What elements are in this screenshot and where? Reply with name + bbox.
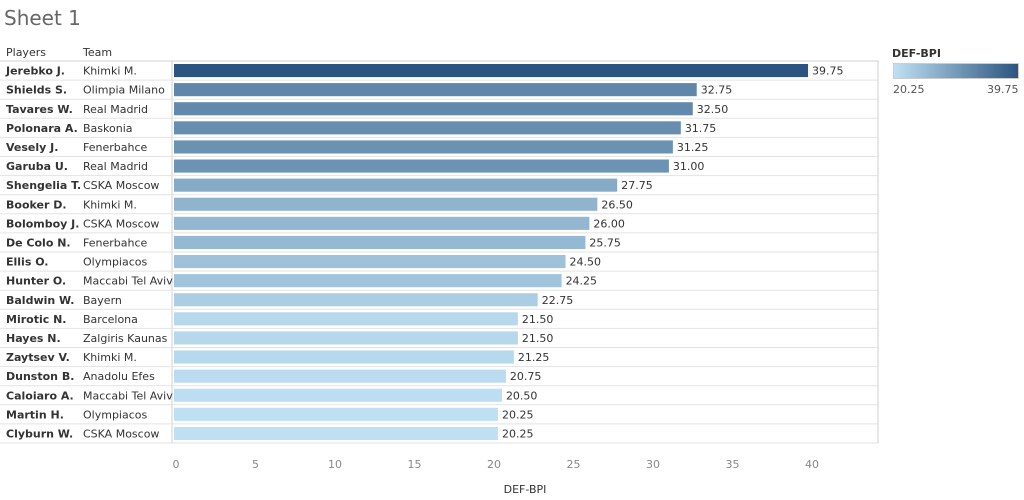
- player-name[interactable]: Mirotic N.: [6, 313, 66, 326]
- bar-value-label: 21.25: [518, 351, 550, 364]
- player-name[interactable]: Jerebko J.: [5, 65, 65, 78]
- team-name: Zalgiris Kaunas: [83, 332, 168, 345]
- bar-value-label: 20.25: [502, 427, 533, 440]
- player-name[interactable]: Martin H.: [6, 408, 64, 421]
- player-name[interactable]: Shields S.: [6, 84, 67, 97]
- x-tick-label: 40: [805, 458, 819, 471]
- bar[interactable]: [174, 121, 681, 135]
- bar-value-label: 25.75: [589, 236, 621, 249]
- bar-value-label: 31.25: [677, 141, 709, 154]
- bar-value-label: 24.25: [566, 275, 598, 288]
- x-tick-label: 0: [173, 458, 180, 471]
- team-name: Baskonia: [83, 122, 133, 135]
- bar[interactable]: [174, 369, 506, 383]
- team-name: CSKA Moscow: [83, 217, 159, 230]
- bar[interactable]: [174, 235, 586, 249]
- bar[interactable]: [174, 312, 518, 326]
- bar-value-label: 26.50: [601, 198, 633, 211]
- player-name[interactable]: Clyburn W.: [6, 427, 73, 440]
- player-name[interactable]: Bolomboy J.: [6, 217, 79, 230]
- player-name[interactable]: Vesely J.: [6, 141, 58, 154]
- players-column-header[interactable]: Players: [6, 46, 46, 59]
- team-name: Fenerbahce: [83, 236, 147, 249]
- bar-value-label: 20.75: [510, 370, 542, 383]
- legend-max-label: 39.75: [987, 83, 1019, 96]
- player-name[interactable]: Tavares W.: [6, 103, 73, 116]
- team-name: Khimki M.: [83, 198, 137, 211]
- team-name: Bayern: [83, 294, 122, 307]
- team-name: Olympiacos: [83, 256, 147, 269]
- legend-min-label: 20.25: [893, 83, 925, 96]
- bar[interactable]: [174, 426, 498, 440]
- x-tick-label: 5: [252, 458, 259, 471]
- player-name[interactable]: Booker D.: [6, 198, 67, 211]
- bar[interactable]: [174, 64, 809, 78]
- legend-title: DEF-BPI: [892, 47, 941, 60]
- bar-value-label: 22.75: [542, 294, 574, 307]
- team-name: CSKA Moscow: [83, 179, 159, 192]
- x-tick-label: 15: [408, 458, 422, 471]
- player-name[interactable]: Ellis O.: [6, 256, 49, 269]
- bar-value-label: 32.50: [697, 103, 729, 116]
- bar-value-label: 20.50: [506, 389, 538, 402]
- x-axis-title: DEF-BPI: [504, 483, 547, 496]
- bar-value-label: 26.00: [593, 217, 625, 230]
- team-name: Khimki M.: [83, 351, 137, 364]
- bar[interactable]: [174, 407, 498, 421]
- bar-value-label: 39.75: [812, 65, 844, 78]
- x-tick-label: 30: [646, 458, 660, 471]
- bar[interactable]: [174, 388, 502, 402]
- player-name[interactable]: Dunston B.: [6, 370, 74, 383]
- bar-value-label: 27.75: [621, 179, 653, 192]
- bar[interactable]: [174, 350, 514, 364]
- bar[interactable]: [174, 178, 618, 192]
- x-tick-label: 20: [487, 458, 501, 471]
- x-tick-label: 35: [726, 458, 740, 471]
- team-name: Maccabi Tel Aviv: [83, 389, 173, 402]
- player-name[interactable]: Hunter O.: [6, 275, 66, 288]
- bar[interactable]: [174, 83, 697, 97]
- player-name[interactable]: De Colo N.: [6, 236, 71, 249]
- player-name[interactable]: Hayes N.: [6, 332, 61, 345]
- x-tick-label: 25: [567, 458, 581, 471]
- team-name: Maccabi Tel Aviv: [83, 275, 173, 288]
- player-name[interactable]: Garuba U.: [6, 160, 68, 173]
- bar-value-label: 31.00: [673, 160, 705, 173]
- color-legend-gradient[interactable]: [893, 63, 1019, 79]
- team-name: Real Madrid: [83, 103, 148, 116]
- bar-value-label: 31.75: [685, 122, 717, 135]
- team-name: Anadolu Efes: [83, 370, 155, 383]
- team-name: Olympiacos: [83, 408, 147, 421]
- bar[interactable]: [174, 331, 518, 345]
- bar-value-label: 21.50: [522, 313, 554, 326]
- bar[interactable]: [174, 293, 538, 307]
- team-column-header[interactable]: Team: [83, 46, 113, 59]
- bar[interactable]: [174, 140, 673, 154]
- team-name: Olimpia Milano: [83, 84, 165, 97]
- bar-value-label: 21.50: [522, 332, 554, 345]
- bar[interactable]: [174, 197, 598, 211]
- team-name: Khimki M.: [83, 65, 137, 78]
- player-name[interactable]: Baldwin W.: [6, 294, 74, 307]
- bar[interactable]: [174, 255, 566, 269]
- bar[interactable]: [174, 216, 590, 230]
- bar[interactable]: [174, 274, 562, 288]
- player-name[interactable]: Polonara A.: [6, 122, 78, 135]
- team-name: Real Madrid: [83, 160, 148, 173]
- player-name[interactable]: Shengelia T.: [6, 179, 81, 192]
- team-name: CSKA Moscow: [83, 427, 159, 440]
- team-name: Fenerbahce: [83, 141, 147, 154]
- team-name: Barcelona: [83, 313, 138, 326]
- bar-value-label: 32.75: [701, 84, 733, 97]
- player-name[interactable]: Zaytsev V.: [6, 351, 70, 364]
- player-name[interactable]: Caloiaro A.: [6, 389, 74, 402]
- bar-value-label: 20.25: [502, 408, 533, 421]
- x-tick-label: 10: [328, 458, 342, 471]
- sheet-title: Sheet 1: [4, 6, 81, 30]
- bar[interactable]: [174, 159, 669, 173]
- bar-value-label: 24.50: [570, 256, 602, 269]
- bar[interactable]: [174, 102, 693, 116]
